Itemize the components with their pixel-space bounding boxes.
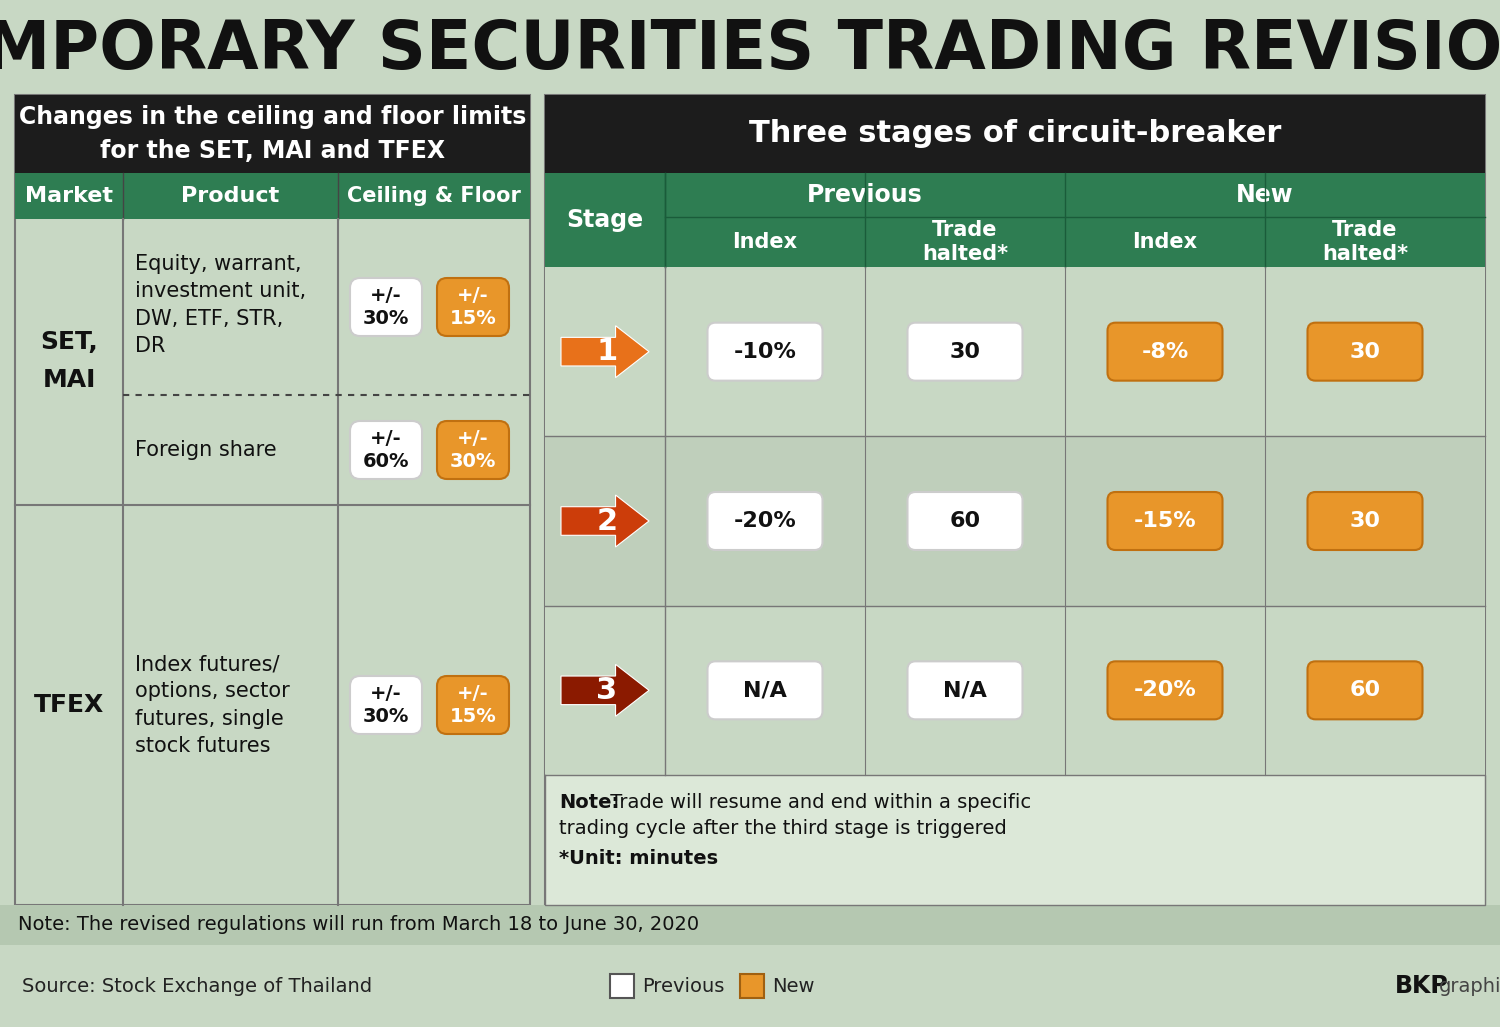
FancyBboxPatch shape <box>1308 492 1422 550</box>
Text: New: New <box>772 977 814 995</box>
FancyBboxPatch shape <box>350 421 422 479</box>
Text: Trade
halted*: Trade halted* <box>1322 221 1408 264</box>
Text: graphics: graphics <box>1438 977 1500 995</box>
Text: Previous: Previous <box>642 977 724 995</box>
Bar <box>0 945 1500 1027</box>
Text: SET,: SET, <box>40 330 98 354</box>
Text: Three stages of circuit-breaker: Three stages of circuit-breaker <box>748 119 1281 149</box>
Bar <box>544 96 1485 905</box>
Text: trading cycle after the third stage is triggered: trading cycle after the third stage is t… <box>560 819 1006 838</box>
Text: 60: 60 <box>1350 680 1380 700</box>
Text: 60: 60 <box>950 511 981 531</box>
FancyBboxPatch shape <box>908 661 1023 719</box>
Text: -20%: -20% <box>1134 680 1197 700</box>
Bar <box>0 0 1500 96</box>
Text: 3: 3 <box>597 676 618 705</box>
FancyArrow shape <box>561 664 650 717</box>
Text: +/-
60%: +/- 60% <box>363 429 410 470</box>
Bar <box>15 96 530 905</box>
Text: -8%: -8% <box>1142 342 1188 362</box>
Bar <box>610 974 634 998</box>
Bar <box>740 974 764 998</box>
FancyBboxPatch shape <box>350 676 422 734</box>
Text: N/A: N/A <box>944 680 987 700</box>
Text: +/-
15%: +/- 15% <box>450 684 497 726</box>
FancyArrow shape <box>561 326 650 378</box>
Text: New: New <box>1236 183 1294 207</box>
Text: Previous: Previous <box>807 183 922 207</box>
FancyArrow shape <box>561 495 650 547</box>
Bar <box>544 606 1485 775</box>
Bar <box>544 96 1485 173</box>
Text: Foreign share: Foreign share <box>135 440 276 460</box>
Text: Changes in the ceiling and floor limits
for the SET, MAI and TFEX: Changes in the ceiling and floor limits … <box>20 105 526 162</box>
Text: Product: Product <box>182 186 279 206</box>
Text: +/-
15%: +/- 15% <box>450 287 497 328</box>
Text: Source: Stock Exchange of Thailand: Source: Stock Exchange of Thailand <box>22 977 372 995</box>
Text: Trade will resume and end within a specific: Trade will resume and end within a speci… <box>604 793 1030 812</box>
Text: Note:: Note: <box>560 793 620 812</box>
Text: TFEX: TFEX <box>34 693 104 717</box>
Text: -10%: -10% <box>734 342 796 362</box>
Text: 2: 2 <box>597 506 618 535</box>
Text: 30: 30 <box>950 342 981 362</box>
Bar <box>15 173 530 219</box>
Bar <box>544 173 1485 267</box>
Text: 30: 30 <box>1350 342 1380 362</box>
Bar <box>15 96 530 173</box>
FancyBboxPatch shape <box>436 676 508 734</box>
Text: Note: The revised regulations will run from March 18 to June 30, 2020: Note: The revised regulations will run f… <box>18 915 699 935</box>
Text: *Unit: minutes: *Unit: minutes <box>560 849 718 868</box>
Text: +/-
30%: +/- 30% <box>363 287 410 328</box>
FancyBboxPatch shape <box>436 278 508 336</box>
FancyBboxPatch shape <box>708 322 822 381</box>
Bar <box>544 267 1485 436</box>
Text: Ceiling & Floor: Ceiling & Floor <box>346 186 520 206</box>
Text: 1: 1 <box>597 337 618 367</box>
FancyBboxPatch shape <box>908 322 1023 381</box>
FancyBboxPatch shape <box>708 661 822 719</box>
Text: 30: 30 <box>1350 511 1380 531</box>
FancyBboxPatch shape <box>1308 322 1422 381</box>
Text: N/A: N/A <box>742 680 788 700</box>
Text: -15%: -15% <box>1134 511 1197 531</box>
Text: Index futures/
options, sector
futures, single
stock futures: Index futures/ options, sector futures, … <box>135 654 290 756</box>
Bar <box>544 775 1485 905</box>
FancyBboxPatch shape <box>908 492 1023 550</box>
Text: Equity, warrant,
investment unit,
DW, ETF, STR,
DR: Equity, warrant, investment unit, DW, ET… <box>135 255 306 355</box>
FancyBboxPatch shape <box>1308 661 1422 719</box>
FancyBboxPatch shape <box>436 421 508 479</box>
FancyBboxPatch shape <box>1107 492 1222 550</box>
Text: TEMPORARY SECURITIES TRADING REVISIONS: TEMPORARY SECURITIES TRADING REVISIONS <box>0 16 1500 82</box>
Text: BKP: BKP <box>1395 974 1449 998</box>
FancyBboxPatch shape <box>1107 661 1222 719</box>
Text: Stage: Stage <box>567 208 644 232</box>
Text: MAI: MAI <box>42 368 96 392</box>
Text: +/-
30%: +/- 30% <box>450 429 497 470</box>
Text: Trade
halted*: Trade halted* <box>922 221 1008 264</box>
FancyBboxPatch shape <box>708 492 822 550</box>
Text: +/-
30%: +/- 30% <box>363 684 410 726</box>
Text: Index: Index <box>732 232 798 252</box>
FancyBboxPatch shape <box>1107 322 1222 381</box>
Text: Index: Index <box>1132 232 1197 252</box>
FancyBboxPatch shape <box>350 278 422 336</box>
Bar <box>0 905 1500 945</box>
Text: -20%: -20% <box>734 511 796 531</box>
Text: Market: Market <box>26 186 112 206</box>
Bar <box>544 436 1485 606</box>
